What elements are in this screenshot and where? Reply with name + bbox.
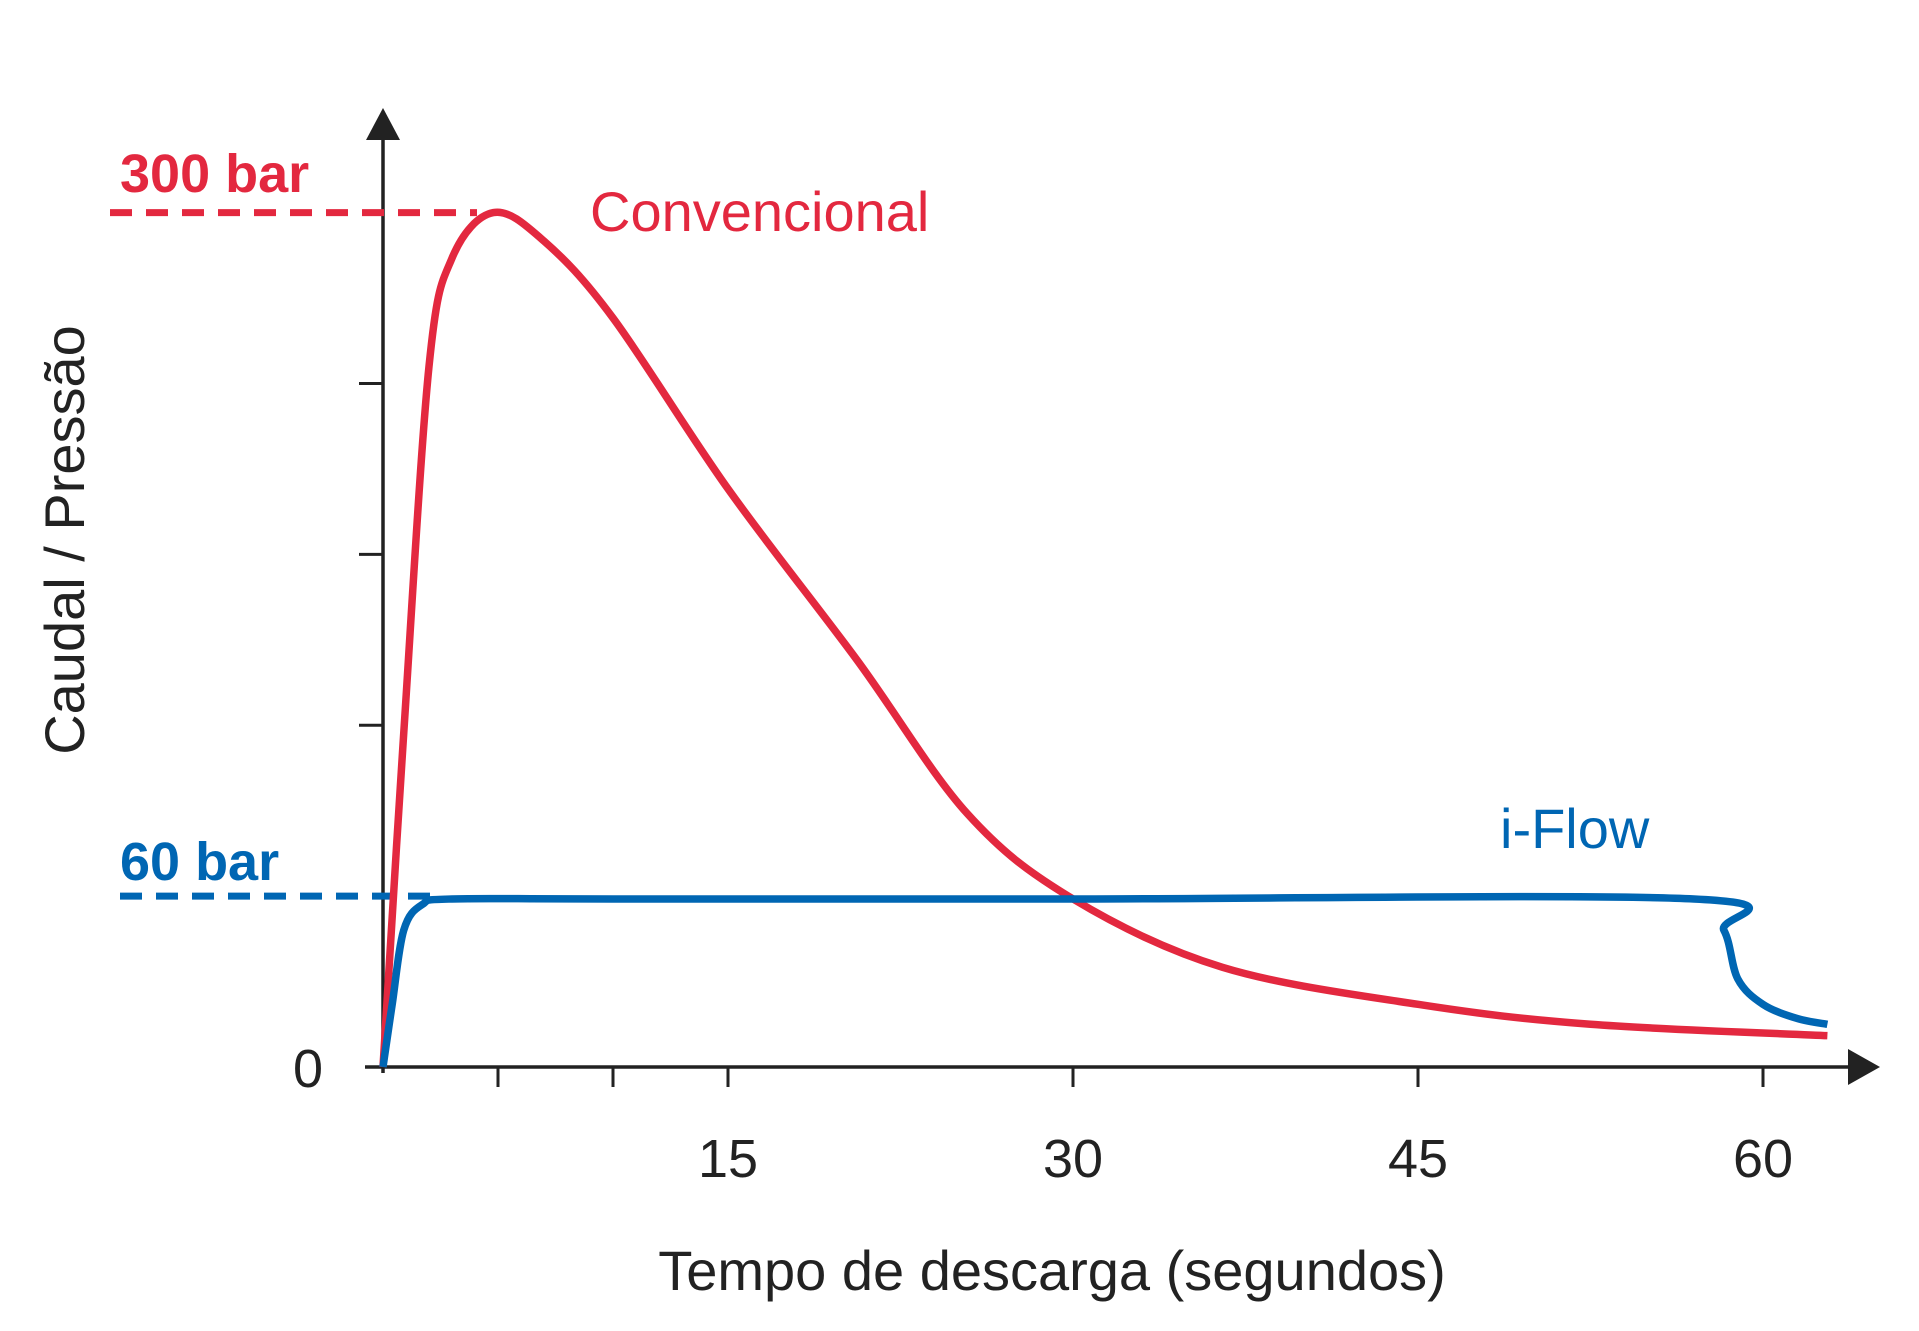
reference-label-60-bar: 60 bar (120, 832, 279, 892)
series-line-convencional (379, 208, 1828, 1068)
x-tick-label-15: 15 (698, 1129, 758, 1189)
y-zero-label: 0 (293, 1039, 323, 1099)
x-tick-label-45: 45 (1388, 1129, 1448, 1189)
labels: 300 bar 60 bar Convencional i-Flow 0 Tem… (33, 144, 1650, 1302)
series-label-i-flow: i-Flow (1500, 797, 1650, 860)
x-axis-arrow-icon (1848, 1049, 1880, 1085)
series-lines (379, 208, 1829, 1068)
reference-label-300-bar: 300 bar (120, 144, 309, 204)
x-tick-label-60: 60 (1733, 1129, 1793, 1189)
reference-lines (110, 209, 477, 900)
x-axis-label: Tempo de descarga (segundos) (658, 1239, 1446, 1302)
y-axis-arrow-icon (366, 108, 400, 140)
y-axis-label: Caudal / Pressão (33, 325, 96, 755)
axes: 15 30 45 60 (359, 108, 1880, 1189)
series-label-convencional: Convencional (590, 180, 929, 243)
series-line-i-flow (379, 892, 1829, 1068)
x-tick-label-30: 30 (1043, 1129, 1103, 1189)
